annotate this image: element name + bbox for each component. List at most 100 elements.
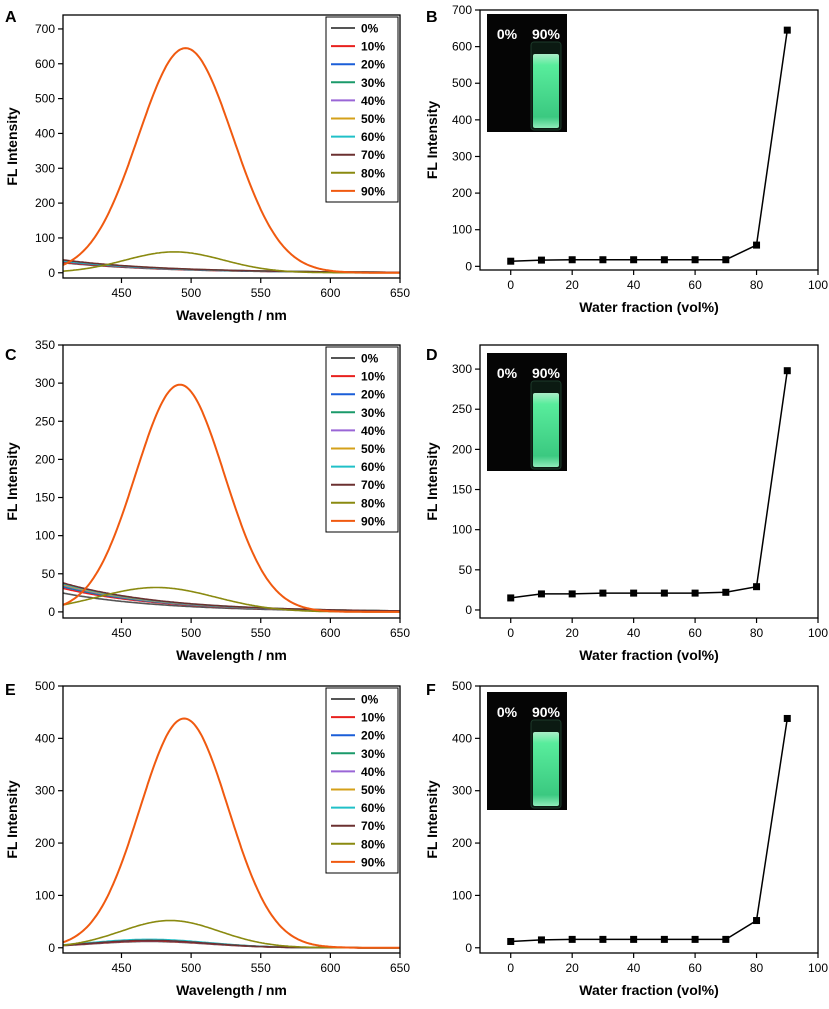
x-axis-label: Water fraction (vol%): [579, 647, 719, 663]
y-axis: 0 100 200 300 400 500: [452, 679, 480, 955]
data-point: [722, 256, 730, 264]
legend-label: 50%: [361, 783, 385, 797]
x-tick-label: 40: [627, 961, 641, 975]
x-tick-label: 40: [627, 626, 641, 640]
plot-area: [507, 714, 791, 945]
y-axis: 0 100 200 300 400 500 600 700: [452, 3, 480, 273]
legend-label: 20%: [361, 388, 385, 402]
y-tick-label: 200: [35, 196, 55, 210]
plot-area: [507, 26, 791, 265]
y-tick-label: 300: [35, 784, 55, 798]
legend-item: 30%: [331, 406, 385, 420]
legend-item: 10%: [331, 370, 385, 384]
legend-label: 60%: [361, 460, 385, 474]
plot-frame: [479, 344, 819, 619]
panel-letter: A: [5, 9, 17, 26]
y-tick-label: 250: [35, 414, 55, 428]
legend-label: 0%: [361, 352, 379, 366]
legend-label: 30%: [361, 747, 385, 761]
plot-frame: [62, 344, 401, 619]
series-line-70pct: [63, 582, 400, 612]
panel-letter: C: [5, 347, 17, 364]
legend-label: 30%: [361, 406, 385, 420]
y-tick-label: 150: [452, 483, 472, 497]
legend-label: 60%: [361, 801, 385, 815]
data-point: [722, 588, 730, 596]
y-axis-label: FL Intensity: [424, 780, 440, 859]
plot-frame: [479, 9, 819, 271]
x-tick-label: 80: [750, 278, 764, 292]
y-tick-label: 300: [452, 149, 472, 163]
legend-label: 90%: [361, 514, 385, 528]
y-axis: 0 50 100 150 200 250 300 350: [35, 338, 63, 619]
y-tick-label: 0: [48, 605, 55, 619]
legend-item: 20%: [331, 729, 385, 743]
legend-item: 50%: [331, 783, 385, 797]
x-tick-label: 20: [566, 626, 580, 640]
legend-item: 70%: [331, 148, 385, 162]
x-tick-label: 650: [390, 286, 410, 300]
legend-item: 90%: [331, 855, 385, 869]
legend-item: 20%: [331, 388, 385, 402]
x-tick-label: 600: [320, 961, 340, 975]
y-tick-label: 700: [35, 22, 55, 36]
y-tick-label: 100: [35, 529, 55, 543]
legend-label: 0%: [361, 22, 379, 36]
x-tick-label: 450: [111, 626, 131, 640]
series-line-90pct: [63, 47, 400, 274]
y-axis: 0 100 200 300 400 500 600 700: [35, 22, 63, 280]
data-point: [507, 594, 515, 602]
y-tick-label: 100: [452, 888, 472, 902]
y-tick-label: 400: [35, 731, 55, 745]
series-line-80pct: [63, 919, 400, 949]
panel-letter: F: [426, 682, 436, 699]
y-tick-label: 0: [465, 603, 472, 617]
legend-item: 70%: [331, 478, 385, 492]
x-tick-label: 450: [111, 286, 131, 300]
plot-area: [507, 367, 791, 602]
data-point: [630, 935, 638, 943]
y-tick-label: 400: [452, 113, 472, 127]
panel-b: B 0 20 40 60 80 100 0 100 200 300 400 500 600 700 Water…: [424, 3, 828, 315]
x-axis: 0 20 40 60 80 100: [507, 953, 828, 975]
y-axis-label: FL Intensity: [424, 442, 440, 521]
inset-label-90: 90%: [532, 365, 561, 381]
legend-item: 0%: [331, 352, 379, 366]
inset-label-0: 0%: [497, 365, 518, 381]
x-tick-label: 600: [320, 626, 340, 640]
legend-label: 70%: [361, 819, 385, 833]
legend-box: [325, 687, 399, 874]
legend-label: 10%: [361, 40, 385, 54]
panel-d: D 0 20 40 60 80 100 0 50 100 150 200 250 300 Water fra…: [424, 344, 828, 663]
y-axis-label: FL Intensity: [4, 442, 20, 521]
legend-label: 80%: [361, 837, 385, 851]
data-point: [599, 935, 607, 943]
data-point: [691, 256, 699, 264]
legend-label: 40%: [361, 424, 385, 438]
legend-item: 60%: [331, 130, 385, 144]
y-axis-label: FL Intensity: [424, 101, 440, 180]
x-axis-label: Water fraction (vol%): [579, 299, 719, 315]
y-tick-label: 300: [35, 376, 55, 390]
series-line-60pct: [63, 938, 400, 949]
y-tick-label: 500: [452, 679, 472, 693]
legend-label: 90%: [361, 184, 385, 198]
legend-label: 20%: [361, 58, 385, 72]
x-axis: 0 20 40 60 80 100: [507, 618, 828, 640]
legend-item: 50%: [331, 112, 385, 126]
legend-item: 40%: [331, 424, 385, 438]
y-tick-label: 700: [452, 3, 472, 17]
legend-item: 60%: [331, 460, 385, 474]
data-point: [753, 241, 761, 249]
panel-a: A 450 500 550 600 650 0 100 200 300 400 500 600 700 Wa…: [4, 9, 410, 323]
y-tick-label: 500: [452, 76, 472, 90]
legend-label: 40%: [361, 94, 385, 108]
vial-90-glow: [533, 393, 559, 467]
y-axis: 0 100 200 300 400 500: [35, 679, 63, 955]
legend-label: 70%: [361, 478, 385, 492]
y-tick-label: 400: [35, 126, 55, 140]
x-tick-label: 600: [320, 286, 340, 300]
x-axis-label: Wavelength / nm: [176, 647, 287, 663]
y-tick-label: 300: [35, 161, 55, 175]
